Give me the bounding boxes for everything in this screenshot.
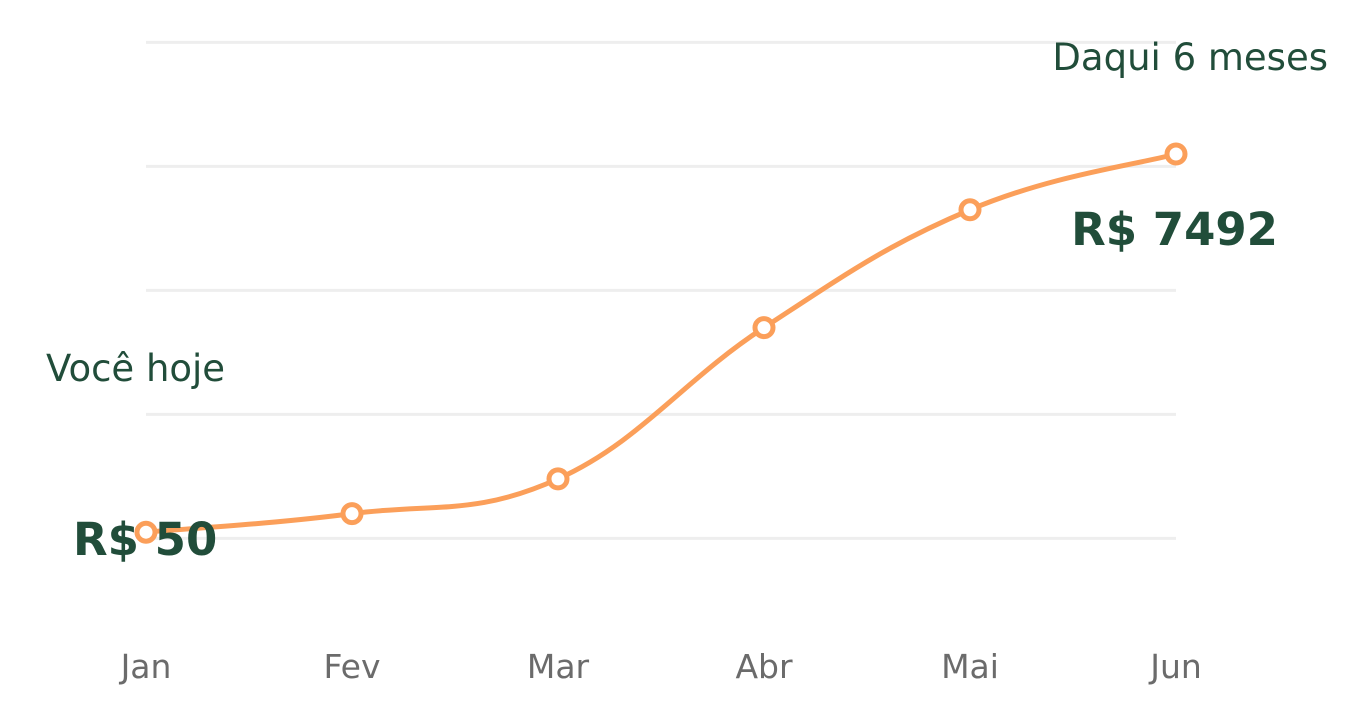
data-point-fev bbox=[340, 502, 364, 526]
x-tick-label-jun: Jun bbox=[1148, 647, 1202, 686]
start-annotation-value: R$ 50 bbox=[73, 513, 217, 566]
end-annotation-value: R$ 7492 bbox=[1071, 203, 1278, 256]
x-axis-ticks: Jan Fev Mar Abr Mai Jun bbox=[119, 647, 1202, 686]
start-annotation-label: Você hoje bbox=[46, 347, 225, 390]
x-tick-label-jan: Jan bbox=[119, 647, 172, 686]
end-annotation-label: Daqui 6 meses bbox=[1052, 36, 1328, 79]
x-tick-label-mar: Mar bbox=[527, 647, 590, 686]
data-point-mar bbox=[546, 467, 570, 491]
data-point-abr bbox=[752, 316, 776, 340]
data-point-jan bbox=[134, 520, 158, 544]
data-points bbox=[134, 142, 1188, 544]
x-tick-label-abr: Abr bbox=[735, 647, 793, 686]
grid bbox=[146, 40, 1176, 540]
x-tick-label-mai: Mai bbox=[941, 647, 999, 686]
series-line bbox=[143, 151, 1179, 535]
data-point-mai bbox=[958, 198, 982, 222]
x-tick-label-fev: Fev bbox=[323, 647, 380, 686]
data-point-jun bbox=[1164, 142, 1188, 166]
